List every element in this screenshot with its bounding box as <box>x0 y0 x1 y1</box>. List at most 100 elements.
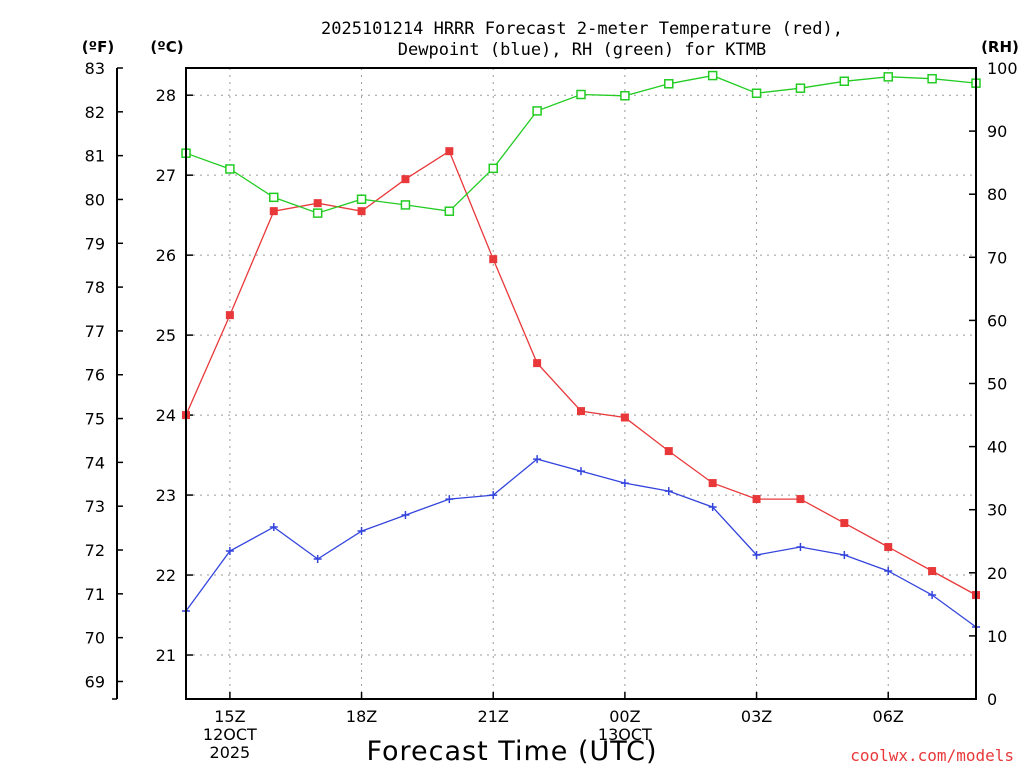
chart-title-line1: 2025101214 HRRR Forecast 2-meter Tempera… <box>321 19 843 39</box>
dewpoint-point <box>357 527 366 536</box>
rh-point <box>269 192 279 203</box>
rh-tick-label: 30 <box>987 501 1007 520</box>
rh-tick-label: 20 <box>987 564 1007 583</box>
celsius-tick-label: 27 <box>156 166 176 185</box>
fahrenheit-tick-label: 81 <box>85 147 105 166</box>
dewpoint-series-line <box>185 458 977 628</box>
x-tick-label: 06Z <box>873 707 904 726</box>
rh-tick-label: 70 <box>987 248 1007 267</box>
temperature-point <box>225 311 234 320</box>
celsius-tick-label: 25 <box>156 326 176 345</box>
fahrenheit-tick-label: 70 <box>85 629 105 648</box>
temperature-point <box>401 175 410 184</box>
x-tick-label: 15Z <box>214 707 245 726</box>
fahrenheit-axis-label: (ºF) <box>82 38 114 56</box>
dewpoint-point <box>708 503 717 512</box>
fahrenheit-tick-label: 78 <box>85 278 105 297</box>
rh-point <box>356 194 367 204</box>
celsius-tick-label: 22 <box>156 566 176 585</box>
temperature-point <box>620 413 629 422</box>
rh-point <box>620 91 630 101</box>
temperature-series-line <box>185 150 977 596</box>
fahrenheit-tick-label: 75 <box>85 410 105 429</box>
rh-point <box>400 200 411 210</box>
rh-axis-label: (RH) <box>981 38 1019 56</box>
temperature-point <box>708 479 717 488</box>
dewpoint-point <box>840 551 849 560</box>
rh-point <box>795 83 806 93</box>
fahrenheit-tick-label: 80 <box>85 190 105 209</box>
fahrenheit-tick-label: 76 <box>85 366 105 385</box>
rh-tick-label: 90 <box>987 122 1007 141</box>
dewpoint-point <box>401 511 410 520</box>
fahrenheit-tick-label: 79 <box>85 234 105 253</box>
rh-point <box>488 163 498 174</box>
x-tick-label: 00Z <box>609 707 640 726</box>
rh-point <box>839 76 850 87</box>
rh-point <box>707 70 718 81</box>
temperature-point <box>840 519 849 528</box>
rh-tick-label: 60 <box>987 311 1007 330</box>
dewpoint-point <box>489 491 498 500</box>
dewpoint-point <box>225 547 234 556</box>
celsius-tick-label: 26 <box>156 246 176 265</box>
temperature-point <box>577 407 585 416</box>
fahrenheit-tick-label: 73 <box>85 497 105 516</box>
plot-frame <box>185 67 977 700</box>
fahrenheit-tick-label: 72 <box>85 541 105 560</box>
x-tick-label: 03Z <box>741 707 772 726</box>
x-tick-label: 2025 <box>210 743 251 762</box>
rh-point <box>883 72 893 82</box>
dewpoint-point <box>620 479 629 488</box>
x-tick-label: 18Z <box>346 707 377 726</box>
rh-tick-label: 80 <box>987 185 1007 204</box>
dewpoint-point <box>269 523 278 532</box>
rh-point <box>751 88 762 98</box>
rh-tick-label: 100 <box>987 59 1018 78</box>
celsius-tick-label: 28 <box>156 86 176 105</box>
fahrenheit-tick-label: 69 <box>85 672 105 691</box>
x-tick-label: 13OCT <box>598 725 652 744</box>
grid <box>186 68 976 699</box>
rh-tick-label: 10 <box>987 627 1007 646</box>
data-series <box>181 70 981 632</box>
dewpoint-point <box>928 591 937 600</box>
fahrenheit-tick-label: 83 <box>85 59 105 78</box>
temperature-point <box>752 495 761 504</box>
temperature-point <box>445 147 454 156</box>
dewpoint-point <box>533 455 542 464</box>
temperature-point <box>533 359 542 368</box>
rh-point <box>927 73 937 84</box>
dewpoint-point <box>664 487 673 496</box>
rh-point <box>444 206 455 216</box>
rh-point <box>532 106 542 116</box>
rh-point <box>312 208 323 218</box>
fahrenheit-tick-label: 77 <box>85 322 105 341</box>
rh-tick-label: 40 <box>987 438 1007 457</box>
rh-tick-label: 0 <box>987 690 997 709</box>
temperature-point <box>269 207 278 216</box>
x-tick-label: 21Z <box>478 707 509 726</box>
x-tick-label: 12OCT <box>203 725 257 744</box>
rh-point <box>664 79 674 89</box>
temperature-point <box>313 199 322 208</box>
temperature-point <box>928 567 937 576</box>
axis-ticks: 69 70 71 72 73 74 75 76 77 78 79 80 81 82 83 21 22 23 24 25… <box>85 59 1018 762</box>
temperature-point <box>884 543 893 552</box>
fahrenheit-tick-label: 71 <box>85 585 105 604</box>
temperature-point <box>489 255 498 264</box>
temperature-point <box>357 207 366 216</box>
x-axis-title: Forecast Time (UTC) <box>366 736 657 767</box>
celsius-tick-label: 24 <box>156 406 176 425</box>
temperature-point <box>796 495 805 504</box>
celsius-axis-label: (ºC) <box>150 38 183 56</box>
rh-point <box>576 89 586 100</box>
chart-title-line2: Dewpoint (blue), RH (green) for KTMB <box>398 40 766 60</box>
dewpoint-point <box>577 467 585 476</box>
celsius-tick-label: 21 <box>156 646 176 665</box>
credit-text: coolwx.com/models <box>850 746 1014 765</box>
rh-tick-label: 50 <box>987 375 1007 394</box>
dewpoint-point <box>313 555 322 564</box>
dewpoint-point <box>752 551 761 560</box>
